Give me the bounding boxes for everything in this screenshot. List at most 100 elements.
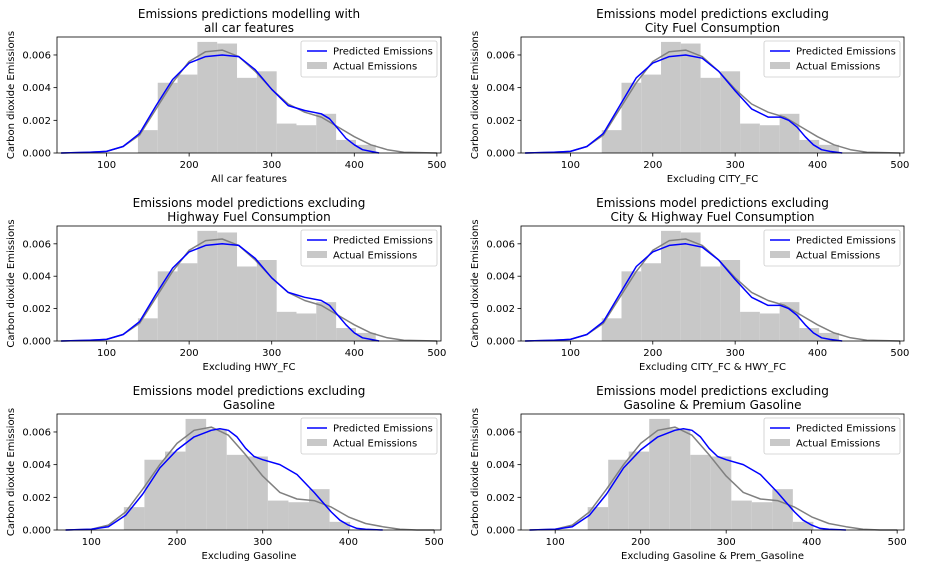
histogram-bar [772, 489, 793, 530]
x-tick-label: 400 [808, 348, 827, 359]
x-axis-label: Excluding CITY_FC [667, 174, 759, 185]
x-tick-label: 100 [97, 348, 116, 359]
legend-label-actual: Actual Emissions [333, 62, 417, 73]
histogram-bar [661, 230, 681, 341]
y-tick-label: 0.004 [22, 83, 51, 94]
x-tick-label: 300 [262, 348, 281, 359]
legend-box [300, 229, 438, 267]
x-tick-label: 200 [643, 348, 662, 359]
histogram-bar [226, 454, 248, 530]
axes-frame [56, 413, 442, 531]
y-axis-label: Carbon dioxide Emissions [6, 408, 17, 536]
histogram-bar [608, 459, 629, 530]
subplot: 100 200 300 400 500 0.000 0.002 0.004 0.006 Emiss… [6, 384, 444, 562]
histogram-bar [137, 130, 158, 153]
histogram-bar [792, 521, 814, 530]
chart-title-line-2: City & Highway Fuel Consumption [610, 210, 814, 224]
predicted-kde-line [529, 427, 846, 531]
axes-frame [56, 36, 442, 154]
histogram-bar [759, 313, 780, 341]
histogram-bar [690, 454, 711, 530]
histogram-bar [329, 521, 351, 530]
histogram-bar [661, 41, 681, 153]
histogram-bar [336, 139, 356, 153]
legend: Predicted Emissions Actual Emissions [300, 40, 438, 78]
x-tick-label: 200 [180, 348, 199, 359]
axes-frame [56, 225, 442, 342]
histogram-bar [819, 332, 839, 341]
histogram-bar [731, 500, 752, 530]
x-tick-label: 300 [726, 160, 745, 171]
y-tick-label: 0.000 [486, 337, 515, 348]
x-tick-label: 200 [631, 537, 650, 548]
subplot: 100 200 300 400 500 0.000 0.002 0.004 0.006 Emiss… [470, 196, 909, 373]
x-axis-label: Excluding CITY_FC & HWY_FC [639, 362, 786, 373]
x-tick-label: 500 [888, 537, 907, 548]
legend-swatch-actual [770, 439, 790, 446]
histogram-bar [267, 500, 289, 530]
y-tick-label: 0.002 [22, 304, 51, 315]
y-tick-label: 0.004 [486, 83, 515, 94]
histogram-bar [197, 230, 218, 341]
predicted-kde-line [61, 54, 380, 154]
predicted-kde-line [61, 243, 380, 342]
axes-frame [520, 36, 905, 154]
x-tick-label: 200 [167, 537, 186, 548]
x-axis-label: Excluding Gasoline [202, 551, 297, 562]
histogram-bar [206, 428, 227, 530]
x-tick-label: 400 [339, 537, 358, 548]
y-tick-label: 0.006 [22, 50, 51, 61]
histogram-bar [217, 43, 238, 153]
y-tick-label: 0.004 [486, 272, 515, 283]
histogram-bar [587, 507, 609, 530]
y-axis-label: Carbon dioxide Emissions [6, 219, 17, 347]
histogram-bar [355, 332, 376, 341]
histogram-bar [740, 311, 760, 341]
histogram-bar [336, 328, 356, 341]
legend: Predicted Emissions Actual Emissions [763, 40, 901, 78]
subplot: 100 200 300 400 500 0.000 0.002 0.004 0.006 Emiss… [470, 7, 909, 185]
y-tick-label: 0.000 [486, 526, 515, 537]
legend-label-actual: Actual Emissions [333, 439, 417, 450]
x-tick-label: 300 [717, 537, 736, 548]
histogram-bar [296, 313, 317, 341]
legend-label-predicted: Predicted Emissions [796, 236, 896, 247]
legend-label-predicted: Predicted Emissions [333, 47, 433, 58]
y-tick-label: 0.002 [486, 493, 515, 504]
x-axis-label: Excluding HWY_FC [203, 362, 296, 373]
legend-label-actual: Actual Emissions [796, 439, 880, 450]
histogram-bar [819, 144, 839, 153]
legend: Predicted Emissions Actual Emissions [300, 229, 438, 267]
y-tick-label: 0.002 [22, 493, 51, 504]
legend-label-predicted: Predicted Emissions [796, 47, 896, 58]
histogram-bar [680, 43, 701, 153]
histogram-bar [621, 271, 642, 341]
y-tick-label: 0.006 [22, 239, 51, 250]
y-axis-label: Carbon dioxide Emissions [470, 31, 481, 159]
histogram-bar [628, 451, 650, 530]
histogram-bar [601, 130, 622, 153]
x-tick-label: 400 [802, 537, 821, 548]
histogram-bar [751, 502, 773, 530]
y-tick-label: 0.004 [486, 460, 515, 471]
x-axis-label: Excluding Gasoline & Prem_Gasoline [621, 551, 804, 562]
histogram-bar [165, 451, 186, 530]
histogram-bar [237, 77, 257, 153]
histogram-bar [601, 318, 622, 341]
x-tick-label: 400 [345, 348, 364, 359]
x-tick-label: 300 [726, 348, 745, 359]
legend: Predicted Emissions Actual Emissions [763, 417, 901, 455]
histogram-bar [237, 266, 257, 341]
x-tick-label: 500 [427, 160, 446, 171]
histogram-bar [700, 266, 721, 341]
histogram-bar [144, 459, 165, 530]
y-tick-label: 0.004 [22, 272, 51, 283]
y-tick-label: 0.004 [22, 460, 51, 471]
subplot: 100 200 300 400 500 0.000 0.002 0.004 0.006 Emiss… [470, 384, 907, 562]
x-tick-label: 100 [97, 160, 116, 171]
legend-label-actual: Actual Emissions [796, 62, 880, 73]
histogram-bar [217, 232, 238, 341]
legend-box [300, 417, 438, 455]
histogram-bar [197, 41, 218, 153]
